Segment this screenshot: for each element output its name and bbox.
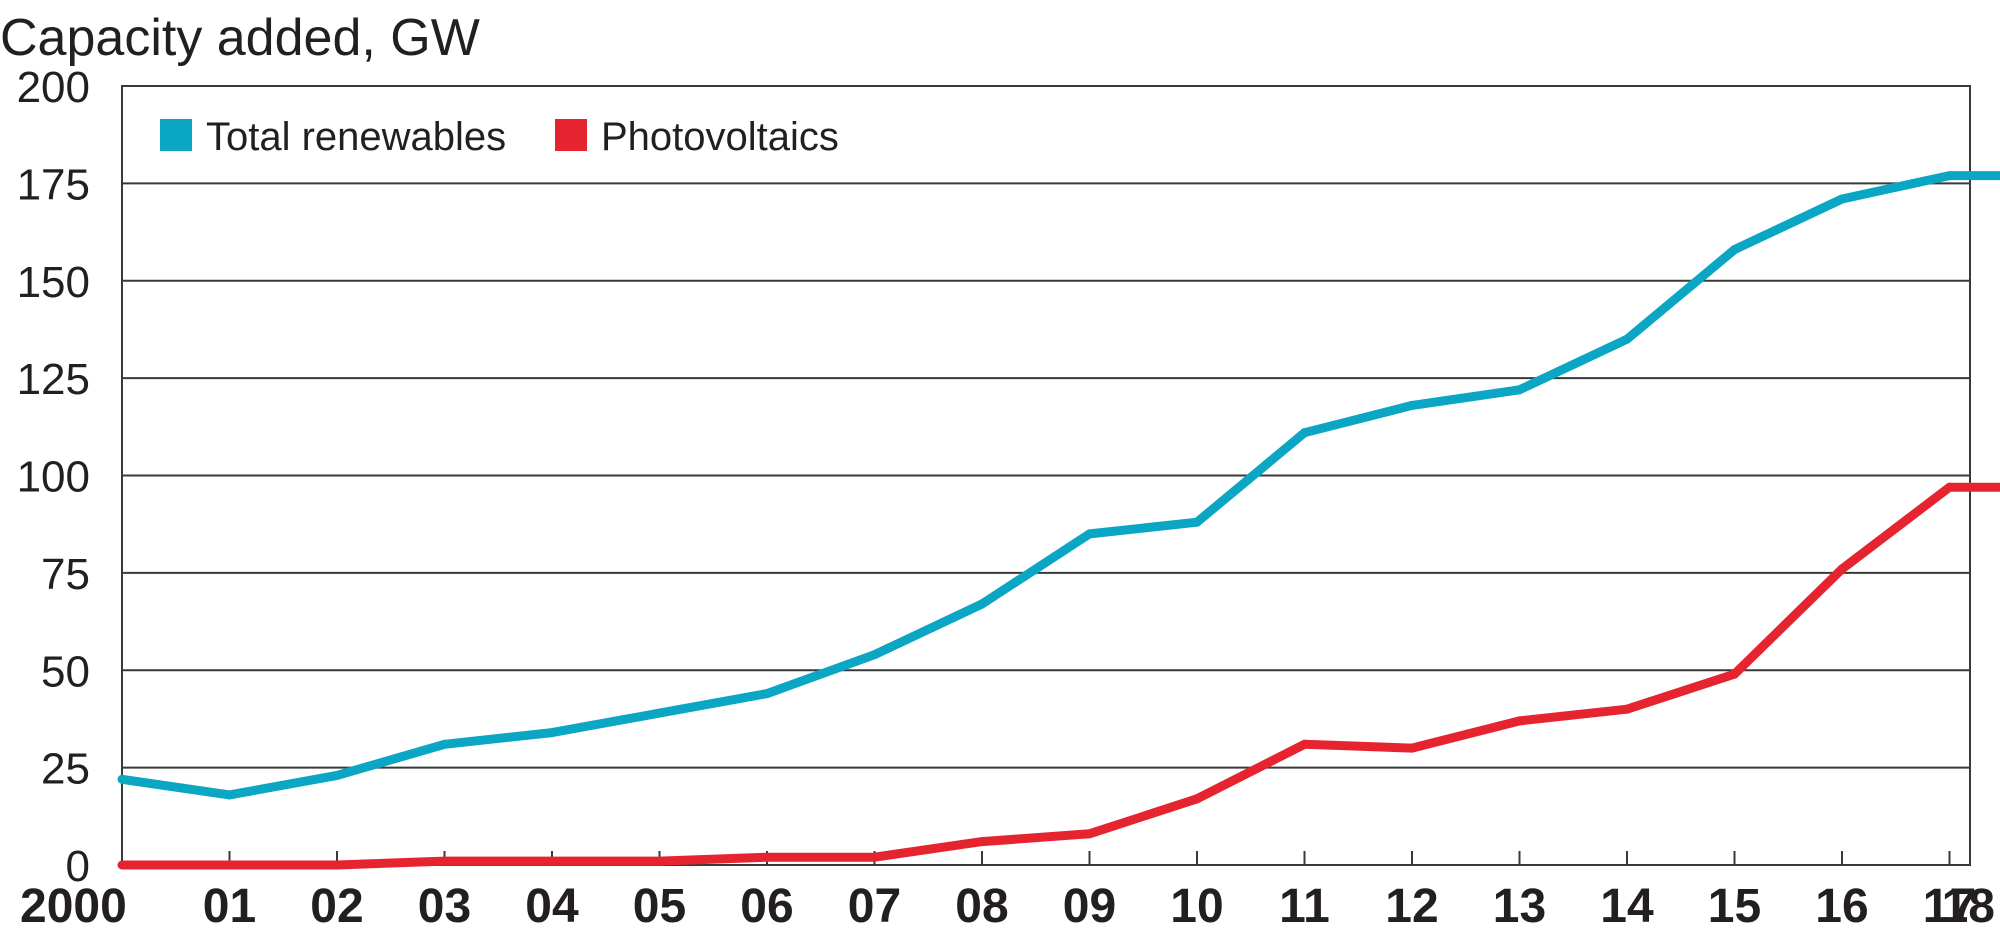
x-tick-label: 14 xyxy=(1600,880,1654,933)
data-point-total-renewables xyxy=(332,770,342,780)
series-line-total-renewables xyxy=(121,171,2000,800)
y-tick-label: 25 xyxy=(41,745,90,794)
data-point-total-renewables xyxy=(762,689,772,699)
x-tick-label: 04 xyxy=(525,880,579,933)
data-point-photovoltaics xyxy=(547,856,557,866)
data-point-total-renewables xyxy=(870,650,879,660)
data-point-total-renewables xyxy=(440,739,449,749)
chart-title: Capacity added, GW xyxy=(0,9,480,67)
x-tick-label: 18 xyxy=(1942,880,1995,933)
data-point-photovoltaics xyxy=(1730,669,1739,679)
data-point-photovoltaics xyxy=(1515,716,1524,726)
data-point-total-renewables xyxy=(1085,529,1094,539)
legend-label-photovoltaics: Photovoltaics xyxy=(601,115,839,159)
legend-swatch-photovoltaics xyxy=(555,119,587,151)
legend-swatch-total-renewables xyxy=(160,119,192,151)
data-point-photovoltaics xyxy=(1945,482,1954,492)
x-tick-label: 13 xyxy=(1493,880,1546,933)
y-tick-label: 75 xyxy=(41,550,90,599)
x-tick-label: 07 xyxy=(848,880,901,933)
data-point-photovoltaics xyxy=(1300,739,1309,749)
x-tick-label: 05 xyxy=(633,880,686,933)
data-point-photovoltaics xyxy=(1192,794,1202,804)
y-tick-label: 100 xyxy=(17,453,90,502)
x-tick-label: 15 xyxy=(1708,880,1761,933)
x-tick-label: 2000 xyxy=(20,880,127,933)
y-tick-label: 50 xyxy=(41,647,90,696)
series-lines xyxy=(117,171,2000,870)
gridlines xyxy=(122,182,1970,769)
y-axis-ticks: 0 25 50 75 100 125 150 175 200 xyxy=(17,63,90,891)
data-point-photovoltaics xyxy=(977,837,987,847)
x-tick-label: 06 xyxy=(740,880,793,933)
x-tick-label: 01 xyxy=(203,880,256,933)
y-tick-label: 200 xyxy=(17,63,90,112)
data-point-photovoltaics xyxy=(117,860,127,870)
x-tick-label: 02 xyxy=(310,880,363,933)
data-point-photovoltaics xyxy=(1085,829,1094,839)
x-tick-label: 16 xyxy=(1815,880,1868,933)
data-point-total-renewables xyxy=(1945,171,1954,181)
data-point-total-renewables xyxy=(117,774,127,784)
data-point-total-renewables xyxy=(1730,245,1739,255)
data-point-photovoltaics xyxy=(440,856,449,866)
data-point-photovoltaics xyxy=(332,860,342,870)
x-tick-label: 08 xyxy=(955,880,1008,933)
x-tick-label: 11 xyxy=(1279,880,1330,933)
data-point-total-renewables xyxy=(1837,194,1847,204)
x-tick-label: 10 xyxy=(1170,880,1223,933)
data-point-photovoltaics xyxy=(1407,743,1417,753)
x-tick-label: 09 xyxy=(1063,880,1116,933)
data-point-photovoltaics xyxy=(225,860,234,870)
data-point-total-renewables xyxy=(1515,385,1524,395)
data-point-photovoltaics xyxy=(1837,564,1847,574)
data-point-total-renewables xyxy=(547,728,557,738)
x-tick-label: 17 xyxy=(1923,880,1976,933)
data-point-total-renewables xyxy=(977,599,987,609)
y-tick-label: 125 xyxy=(17,355,90,404)
y-tick-label: 150 xyxy=(17,258,90,307)
y-tick-label: 0 xyxy=(66,842,90,891)
data-point-total-renewables xyxy=(1407,400,1417,410)
data-point-total-renewables xyxy=(1622,334,1632,344)
data-point-total-renewables xyxy=(1300,428,1309,438)
data-point-photovoltaics xyxy=(870,852,879,862)
data-point-photovoltaics xyxy=(762,852,772,862)
y-tick-label: 175 xyxy=(17,160,90,209)
data-point-total-renewables xyxy=(225,790,234,800)
legend-label-total-renewables: Total renewables xyxy=(206,115,506,159)
x-tick-label: 12 xyxy=(1385,880,1438,933)
data-point-total-renewables xyxy=(655,708,664,718)
data-point-photovoltaics xyxy=(1622,704,1632,714)
data-point-total-renewables xyxy=(1192,517,1202,527)
legend: Total renewables Photovoltaics xyxy=(160,115,839,159)
series-line-photovoltaics xyxy=(122,482,2000,870)
data-point-photovoltaics xyxy=(655,856,664,866)
x-tick-label: 03 xyxy=(418,880,471,933)
plot-frame xyxy=(121,85,1971,866)
plot-border xyxy=(121,85,1971,866)
